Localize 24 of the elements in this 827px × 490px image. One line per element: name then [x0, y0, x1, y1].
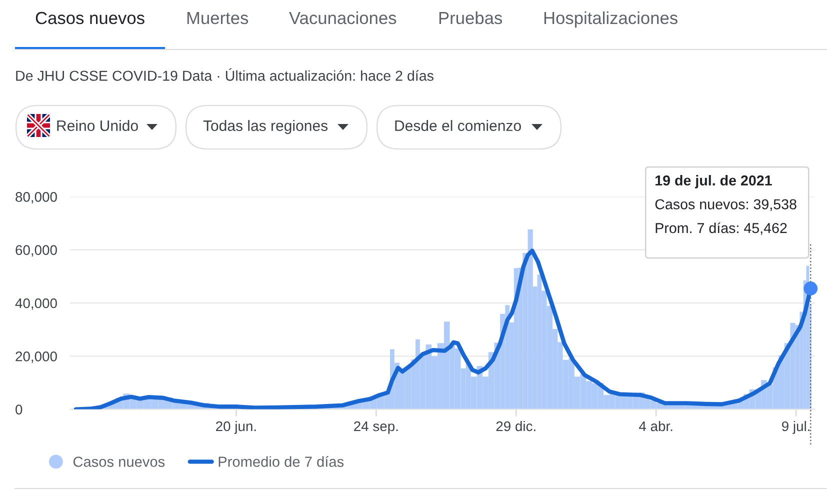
- text: Hospitalizaciones: [544, 11, 678, 28]
- annotation: Prom. 7 días: 45,462: [656, 222, 787, 235]
- x-tick-label: 9 jul.: [782, 420, 810, 434]
- text: Todas las regiones: [203, 120, 328, 134]
- text: Casos nuevos: [36, 12, 144, 24]
- x-tick-label: 29 dic.: [496, 420, 536, 432]
- legend-label: Casos nuevos: [73, 456, 165, 467]
- y-tick-label: 20,000: [16, 351, 57, 363]
- x-tick-label: 24 sep.: [354, 421, 398, 434]
- text: De JHU CSSE COVID-19 Data · Última actualización: hace 2 días: [16, 68, 434, 81]
- x-tick-label: 20 jun.: [216, 420, 256, 434]
- y-tick-label: 0: [16, 404, 22, 414]
- text: Pruebas: [439, 11, 502, 24]
- text: Vacunaciones: [289, 11, 396, 24]
- legend-label: Promedio de 7 días: [218, 456, 344, 467]
- y-tick-label: 60,000: [16, 245, 57, 257]
- x-tick-label: 4 abr.: [639, 420, 672, 432]
- text: Desde el comienzo: [395, 120, 521, 132]
- text: 19 de jul. de 2021: [656, 175, 772, 188]
- text: Reino Unido: [57, 120, 138, 132]
- y-tick-label: 40,000: [15, 298, 57, 310]
- text: Muertes: [187, 12, 248, 24]
- y-tick-label: 80,000: [16, 192, 57, 204]
- annotation: Casos nuevos: 39,538: [655, 199, 796, 212]
